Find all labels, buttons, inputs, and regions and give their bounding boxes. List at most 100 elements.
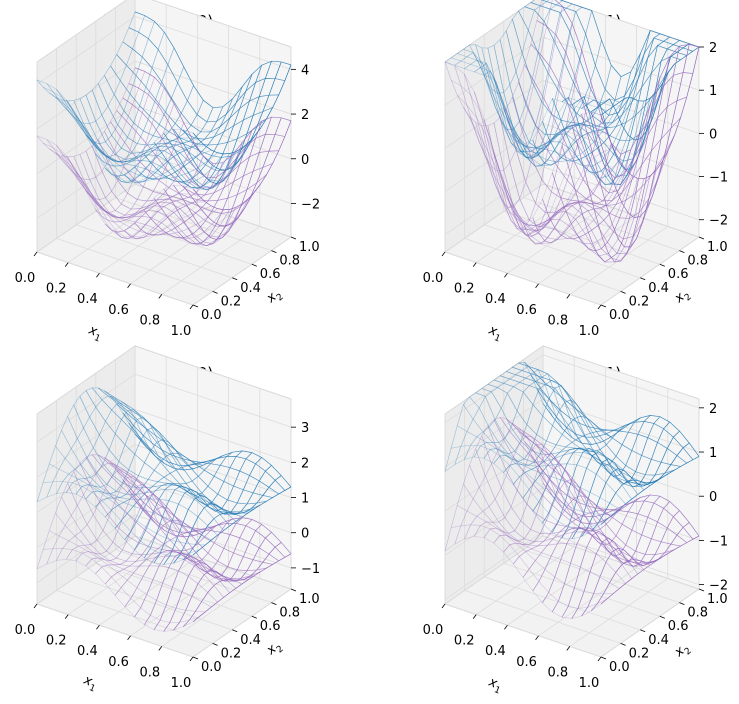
x2-tick-label: 0.6 (668, 267, 689, 282)
z-tick-label: 2 (301, 108, 309, 123)
wire-line (524, 6, 681, 124)
x2-tick-label: 0.0 (609, 660, 630, 675)
x2-tick-label: 0.0 (609, 308, 630, 323)
wire-line (110, 65, 267, 146)
x2-tick (232, 629, 238, 633)
x1-tick (472, 614, 477, 619)
wire-line (561, 416, 661, 538)
floor-grid-line (36, 183, 136, 253)
surface-series-2 (36, 454, 292, 632)
x2-tick (620, 291, 626, 294)
wire-line (153, 130, 253, 245)
x1-tick-label: 0.2 (454, 634, 475, 649)
wire-line (104, 75, 261, 158)
x2-tick (698, 588, 705, 592)
x2-tick-label: 1.0 (707, 592, 728, 607)
x1-tick (96, 272, 100, 278)
x2-tick-label: 0.4 (240, 633, 261, 648)
wire-line (85, 150, 243, 245)
x2-tick (271, 602, 277, 605)
wire-line (153, 74, 253, 189)
x2-tick (679, 602, 685, 605)
floor-grid-line (67, 546, 167, 615)
x1-tick-label: 0.4 (485, 292, 506, 307)
floor-grid-line (507, 204, 606, 274)
wire-line (97, 83, 255, 171)
z-grid-line (542, 531, 700, 585)
x1-tick (566, 646, 571, 651)
z-grid-line (444, 487, 544, 556)
wire-line (532, 71, 632, 166)
wire-line (571, 56, 671, 263)
x2-tick (251, 263, 257, 267)
floor-grid-line (95, 210, 252, 265)
wire-line (551, 494, 651, 613)
floor-grid-line (484, 576, 641, 631)
z-grid-line (36, 479, 136, 549)
wire-line (116, 110, 273, 196)
z-grid-line (36, 409, 136, 478)
x2-tick (192, 656, 199, 660)
z-grid-line (444, 80, 544, 149)
x2-tick-label: 0.2 (221, 294, 242, 309)
surface-series-2 (36, 67, 292, 247)
x2-tick-label: 0.0 (201, 660, 222, 675)
wire-line (124, 455, 223, 541)
floor-grid-line (542, 535, 700, 590)
wire-line (512, 96, 669, 219)
floor-grid-line (523, 197, 680, 251)
wire-line (134, 154, 233, 236)
wire-line (600, 535, 700, 605)
wire-line (122, 41, 279, 133)
z-tick-label: 4 (301, 63, 309, 78)
z-grid-line (444, 354, 544, 424)
wire-line (499, 117, 657, 254)
x1-tick-label: 0.4 (77, 644, 98, 659)
floor-grid-line (115, 549, 272, 603)
wire-line (590, 522, 690, 612)
wire-line (128, 83, 285, 179)
wire-line (104, 131, 261, 214)
wire-line (518, 82, 675, 206)
z-tick-label: −2 (709, 579, 728, 594)
x1-tick-label: 0.2 (46, 634, 67, 649)
x1-tick-label: 0.4 (77, 292, 98, 307)
floor-grid-line (130, 567, 229, 637)
surface-series-2 (444, 0, 700, 263)
z-grid-line (134, 444, 292, 498)
wire-line (128, 422, 286, 491)
x1-tick (96, 624, 100, 630)
wire-line (173, 61, 272, 184)
x2-tick (698, 236, 705, 240)
wire-line (192, 120, 292, 211)
x2-tick (640, 629, 646, 633)
x1-tick (535, 283, 539, 289)
wire-line (542, 497, 641, 604)
wire-line (192, 64, 292, 155)
x1-tick (33, 603, 38, 609)
x1-tick-label: 0.2 (46, 282, 67, 297)
x2-tick-label: 0.2 (221, 646, 242, 661)
x1-tick-label: 1.0 (579, 676, 600, 691)
floor-grid-line (161, 578, 261, 647)
x2-tick-label: 1.0 (299, 240, 320, 255)
x1-tick-label: 0.0 (423, 271, 444, 286)
wire-line (554, 0, 700, 155)
wire-line (493, 419, 651, 566)
wire-line (518, 10, 675, 129)
wire-line (512, 19, 669, 142)
floor-grid-line (76, 224, 233, 279)
floor-grid-line (67, 194, 167, 263)
x2-tick (679, 250, 685, 253)
wire-line (173, 465, 272, 564)
wire-line (116, 470, 273, 565)
wire-line (91, 387, 249, 514)
z-grid-line (134, 15, 292, 70)
wire-line (122, 479, 279, 562)
x1-tick (472, 262, 477, 267)
wire-line (182, 475, 282, 560)
wire-line (591, 43, 690, 141)
z-grid-line (444, 36, 544, 106)
floor-grid-line (444, 251, 602, 306)
x1-tick-label: 0.6 (108, 303, 129, 318)
